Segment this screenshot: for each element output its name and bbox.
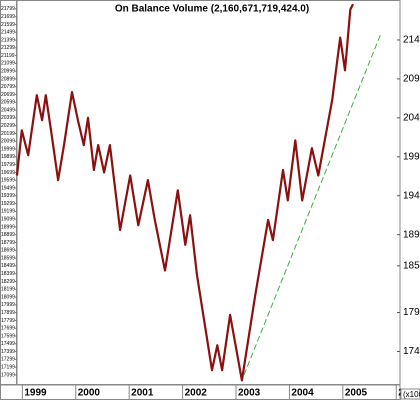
trend-line xyxy=(243,35,381,376)
y2-tick-label: 19199 xyxy=(1,209,15,215)
y2-tick-label: 18599 xyxy=(1,255,15,261)
y-tick-label: 194 xyxy=(403,190,420,201)
y2-tick-label: 18899 xyxy=(1,232,15,238)
y2-tick-label: 21699 xyxy=(1,14,15,20)
chart-title: On Balance Volume (2,160,671,719,424.0) xyxy=(115,4,309,15)
x-tick-label: 2002 xyxy=(185,388,208,399)
y2-tick-label: 20099 xyxy=(1,139,15,145)
y2-tick-label: 17699 xyxy=(1,326,15,332)
x-tick-label: 2000 xyxy=(78,388,101,399)
y2-tick-label: 18399 xyxy=(1,271,15,277)
y2-tick-label: 18799 xyxy=(1,240,15,246)
y2-tick-label: 21299 xyxy=(1,45,15,51)
y2-tick-label: 17599 xyxy=(1,333,15,339)
x-tick-label: 2005 xyxy=(345,388,368,399)
y-tick-label: 179 xyxy=(403,307,420,318)
y2-tick-label: 19499 xyxy=(1,185,15,191)
y2-tick-label: 19699 xyxy=(1,170,15,176)
y-tick-label: 185 xyxy=(403,260,420,271)
y2-tick-label: 17199 xyxy=(1,364,15,370)
y2-tick-label: 17899 xyxy=(1,310,15,316)
y-tick-label: 214 xyxy=(403,35,420,46)
y-tick-label: 199 xyxy=(403,151,420,162)
y2-tick-label: 20899 xyxy=(1,76,15,82)
y2-tick-label: 18099 xyxy=(1,294,15,300)
unit-label: (x100 xyxy=(403,390,420,399)
y2-tick-label: 17399 xyxy=(1,349,15,355)
y2-tick-label: 21599 xyxy=(1,22,15,28)
y2-tick-label: 20599 xyxy=(1,100,15,106)
y2-tick-label: 20199 xyxy=(1,131,15,137)
y-tick-label: 209 xyxy=(403,74,420,85)
y2-tick-label: 19999 xyxy=(1,146,15,152)
unit-box xyxy=(400,388,420,400)
y2-tick-label: 21799 xyxy=(1,6,15,12)
y2-tick-label: 19399 xyxy=(1,193,15,199)
y2-tick-label: 19799 xyxy=(1,162,15,168)
y-tick-label: 189 xyxy=(403,229,420,240)
y2-tick-label: 19599 xyxy=(1,178,15,184)
y2-tick-label: 20799 xyxy=(1,84,15,90)
y2-tick-label: 20399 xyxy=(1,115,15,121)
y2-tick-label: 18999 xyxy=(1,224,15,230)
y2-tick-label: 20299 xyxy=(1,123,15,129)
x-tick-label: 2003 xyxy=(238,388,261,399)
y2-tick-label: 20699 xyxy=(1,92,15,98)
y2-tick-label: 18299 xyxy=(1,279,15,285)
y2-tick-label: 17499 xyxy=(1,341,15,347)
y2-tick-label: 20999 xyxy=(1,69,15,75)
y2-tick-label: 21399 xyxy=(1,37,15,43)
y2-tick-label: 18699 xyxy=(1,248,15,254)
y2-tick-label: 21499 xyxy=(1,30,15,36)
y2-tick-label: 18199 xyxy=(1,287,15,293)
y2-tick-label: 21199 xyxy=(1,53,15,59)
y2-tick-label: 19299 xyxy=(1,201,15,207)
x-tick-label: 1999 xyxy=(24,388,47,399)
y2-tick-label: 17799 xyxy=(1,318,15,324)
y2-tick-label: 18499 xyxy=(1,263,15,269)
y2-tick-label: 17299 xyxy=(1,357,15,363)
y2-tick-label: 19899 xyxy=(1,154,15,160)
y2-tick-label: 17099 xyxy=(1,372,15,378)
x-tick-label: 2001 xyxy=(131,388,154,399)
y-tick-label: 174 xyxy=(403,346,420,357)
x-tick-label: 2004 xyxy=(291,388,314,399)
y-tick-label: 204 xyxy=(403,112,420,123)
data-line xyxy=(15,3,354,382)
y2-tick-label: 21099 xyxy=(1,61,15,67)
y2-tick-label: 20499 xyxy=(1,107,15,113)
y2-tick-label: 17999 xyxy=(1,302,15,308)
y2-tick-label: 19099 xyxy=(1,216,15,222)
